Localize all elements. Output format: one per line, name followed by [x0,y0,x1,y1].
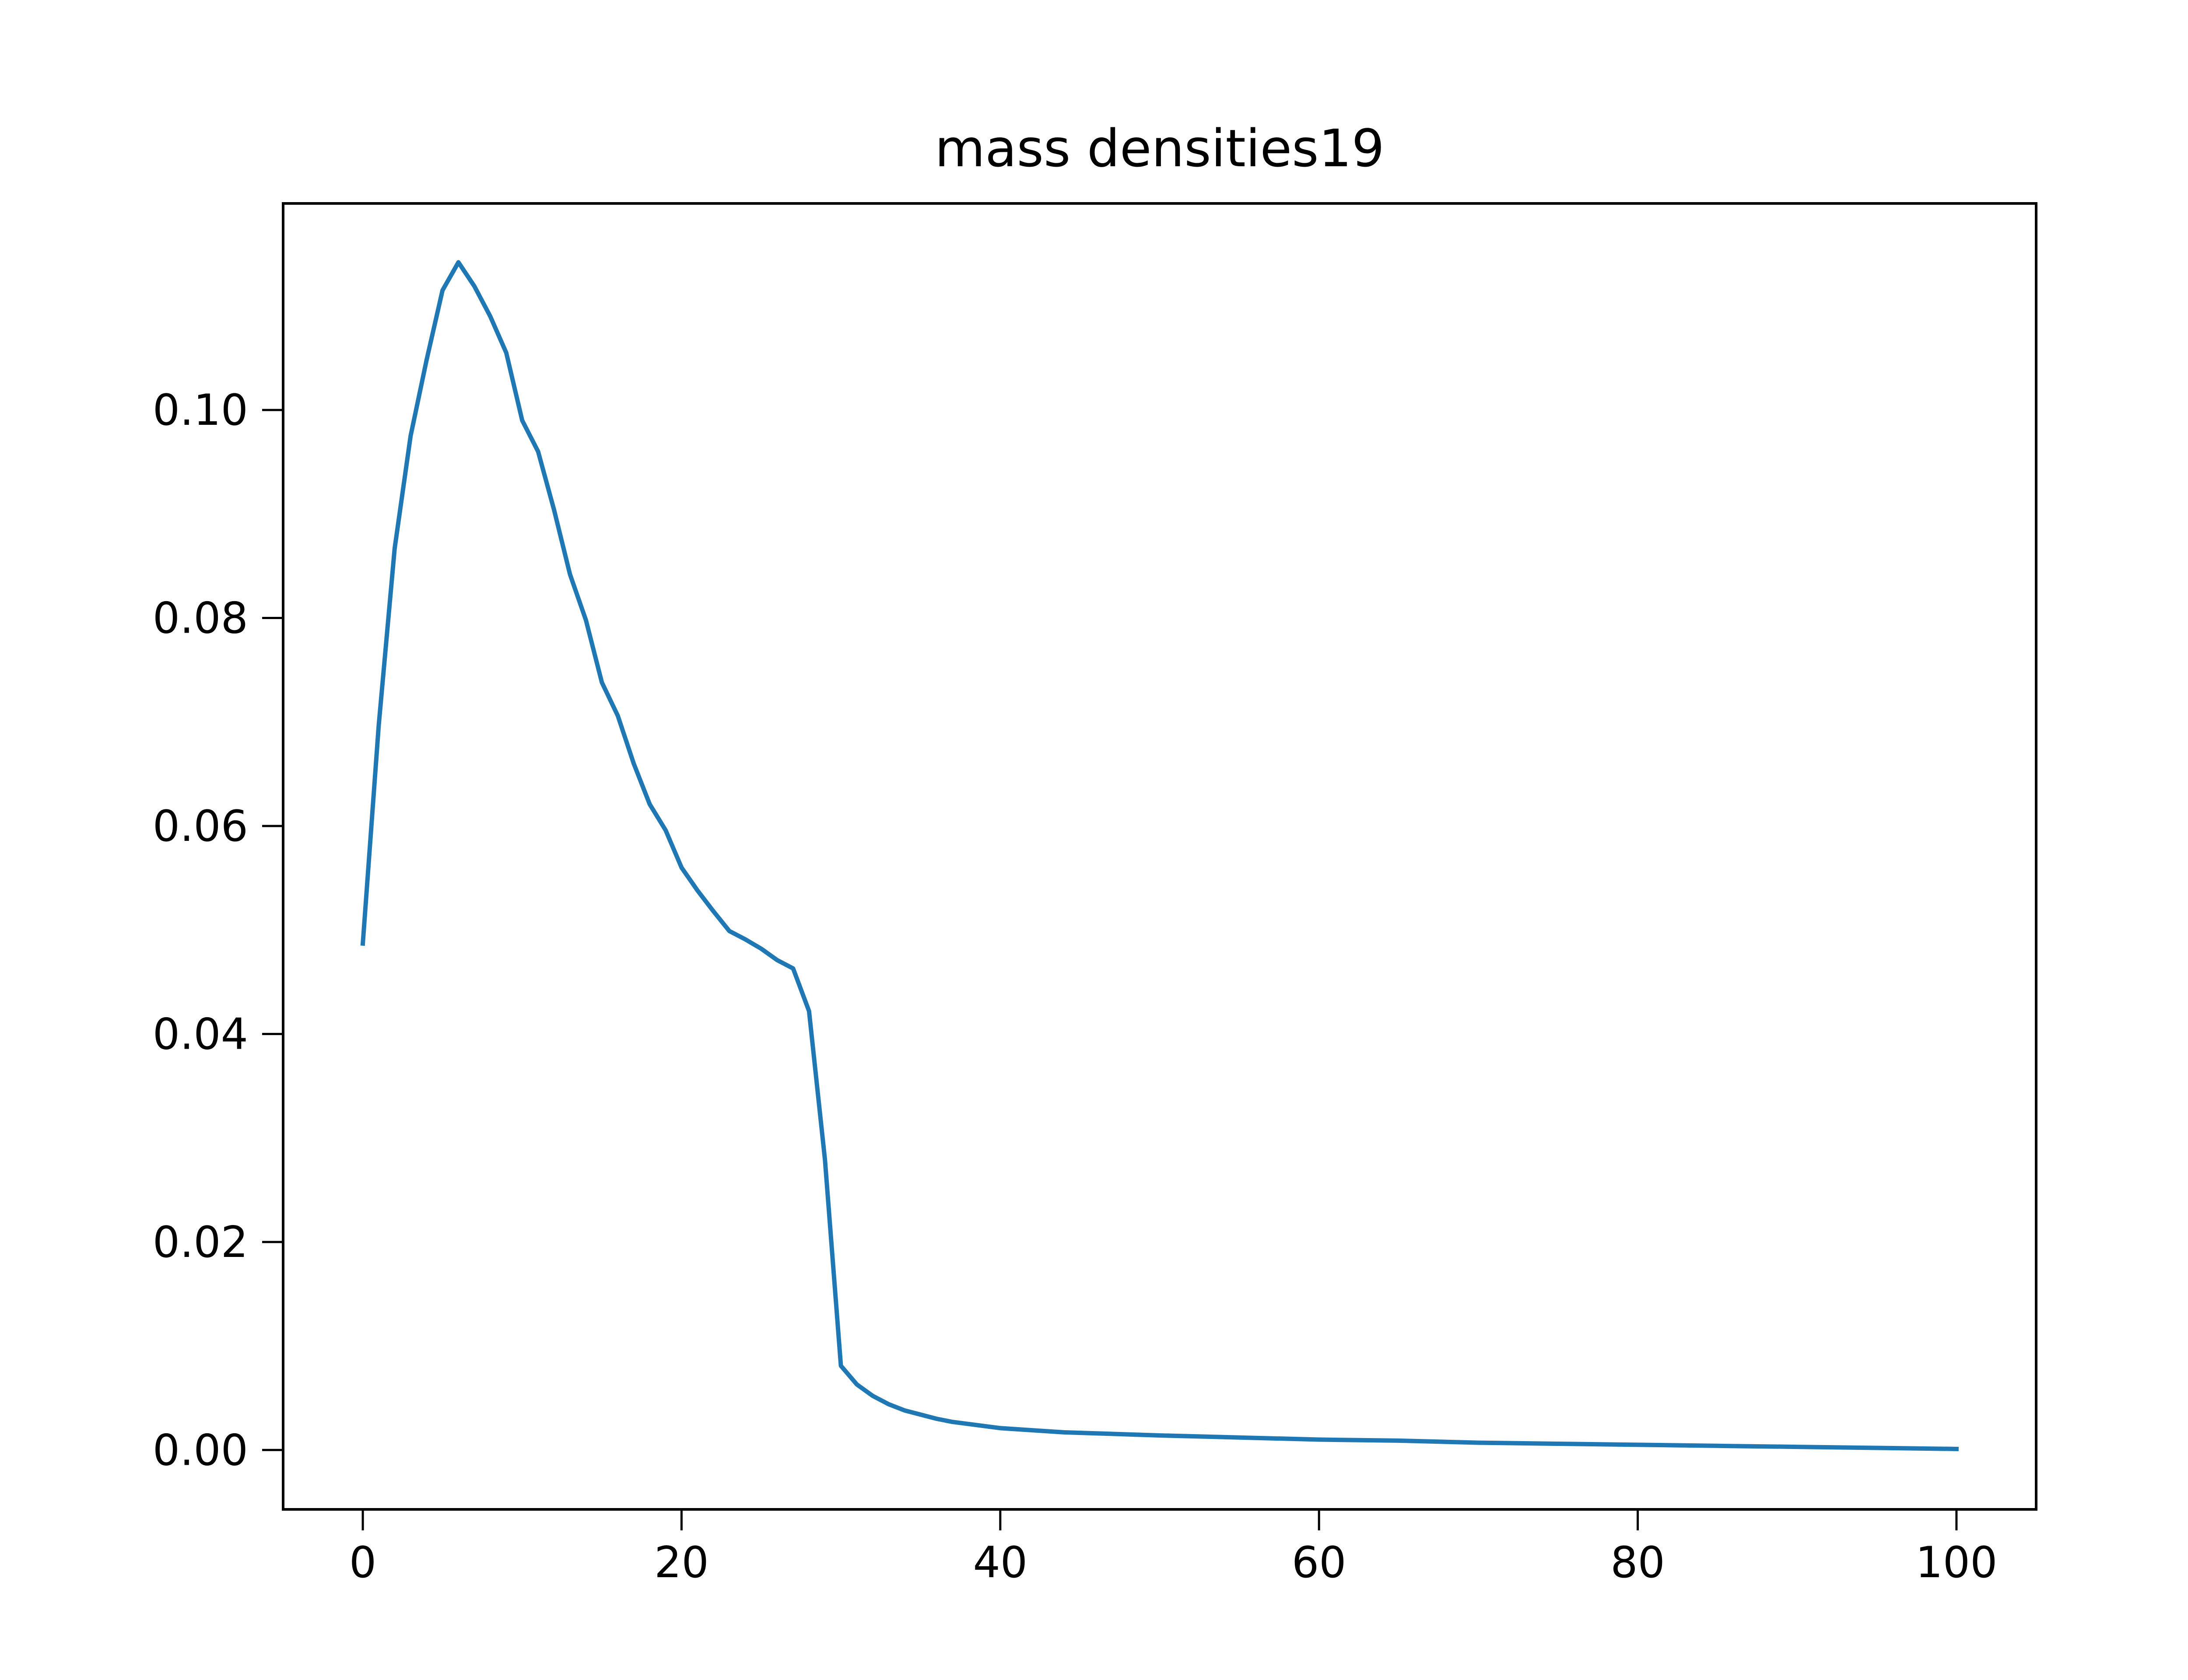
series-group [360,260,1959,1451]
y-tick-label: 0.02 [153,1218,248,1267]
y-tick-label: 0.04 [153,1009,248,1059]
y-tick-label: 0.08 [153,594,248,644]
x-tick-label: 0 [349,1538,376,1588]
x-axis: 0 20 40 60 80 100 [349,1509,1997,1588]
x-tick-label: 100 [1915,1538,1997,1588]
chart-title: mass densities19 [935,118,1385,178]
axes-frame [282,202,2037,1511]
x-tick-label: 20 [654,1538,709,1588]
x-tick-label: 40 [973,1538,1027,1588]
series-line-0 [360,260,1959,1451]
y-axis: 0.00 0.02 0.04 0.06 0.08 0.10 [153,385,283,1475]
y-tick-label: 0.06 [153,802,248,851]
x-tick-label: 60 [1292,1538,1346,1588]
y-tick-label: 0.00 [153,1425,248,1475]
x-tick-label: 80 [1610,1538,1665,1588]
y-tick-label: 0.10 [153,385,248,435]
